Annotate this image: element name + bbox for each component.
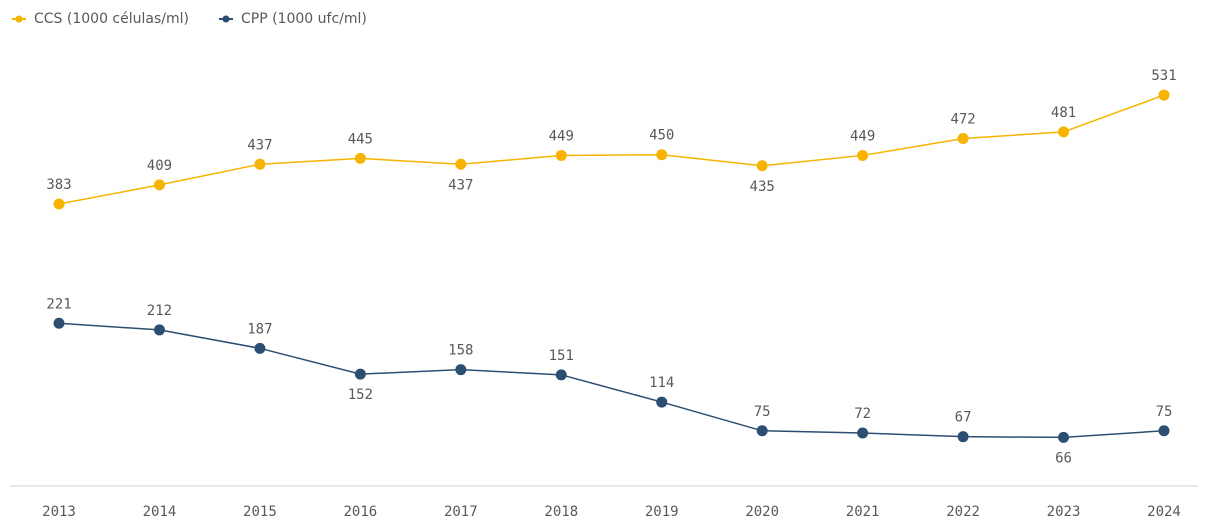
point — [1158, 89, 1170, 101]
point — [153, 179, 165, 191]
point — [555, 149, 567, 161]
legend-marker — [222, 15, 230, 23]
x-tick-label: 2017 — [444, 504, 478, 520]
x-tick-label: 2013 — [42, 504, 76, 520]
x-tick-label: 2023 — [1047, 504, 1081, 520]
data-label: 114 — [649, 375, 674, 391]
point — [756, 425, 768, 437]
series-line — [58, 94, 1165, 205]
data-label: 383 — [46, 177, 71, 193]
point — [957, 133, 969, 145]
data-label: 75 — [754, 404, 771, 420]
data-label: 437 — [247, 137, 272, 153]
data-label: 435 — [750, 179, 775, 195]
data-label: 72 — [854, 406, 871, 422]
legend-marker — [15, 15, 23, 23]
x-tick-label: 2018 — [544, 504, 578, 520]
series-line — [58, 322, 1165, 439]
data-label: 437 — [448, 177, 473, 193]
data-label: 221 — [46, 296, 71, 312]
data-label: 158 — [448, 343, 473, 359]
legend-label: CCS (1000 células/ml) — [34, 11, 189, 27]
point — [857, 149, 869, 161]
data-label: 67 — [955, 410, 972, 426]
legend-label: CPP (1000 ufc/ml) — [241, 11, 367, 27]
point — [957, 431, 969, 443]
x-tick-label: 2016 — [344, 504, 378, 520]
point — [455, 364, 467, 376]
x-tick-label: 2015 — [243, 504, 277, 520]
data-label: 152 — [348, 387, 373, 403]
point — [153, 324, 165, 336]
point — [1158, 425, 1170, 437]
data-label: 151 — [549, 348, 574, 364]
data-label: 449 — [549, 128, 574, 144]
point — [455, 158, 467, 170]
data-label: 445 — [348, 131, 373, 147]
data-label: 531 — [1151, 68, 1176, 84]
data-label: 187 — [247, 321, 272, 337]
point — [1058, 431, 1070, 443]
point — [53, 317, 65, 329]
point — [354, 152, 366, 164]
point — [756, 160, 768, 172]
x-tick-label: 2020 — [745, 504, 779, 520]
x-tick-label: 2024 — [1147, 504, 1181, 520]
point — [555, 369, 567, 381]
point — [354, 368, 366, 380]
data-label: 450 — [649, 128, 674, 144]
data-label: 75 — [1156, 404, 1173, 420]
point — [254, 342, 266, 354]
data-label: 472 — [950, 112, 975, 128]
x-tick-label: 2014 — [143, 504, 177, 520]
x-tick-label: 2022 — [946, 504, 980, 520]
point — [53, 198, 65, 210]
x-tick-label: 2019 — [645, 504, 679, 520]
data-label: 481 — [1051, 105, 1076, 121]
point — [857, 427, 869, 439]
point — [656, 149, 668, 161]
point — [656, 396, 668, 408]
data-label: 212 — [147, 303, 172, 319]
point — [254, 158, 266, 170]
x-tick-label: 2021 — [846, 504, 880, 520]
point — [1058, 126, 1070, 138]
data-label: 66 — [1055, 450, 1072, 466]
data-label: 409 — [147, 158, 172, 174]
data-label: 449 — [850, 128, 875, 144]
